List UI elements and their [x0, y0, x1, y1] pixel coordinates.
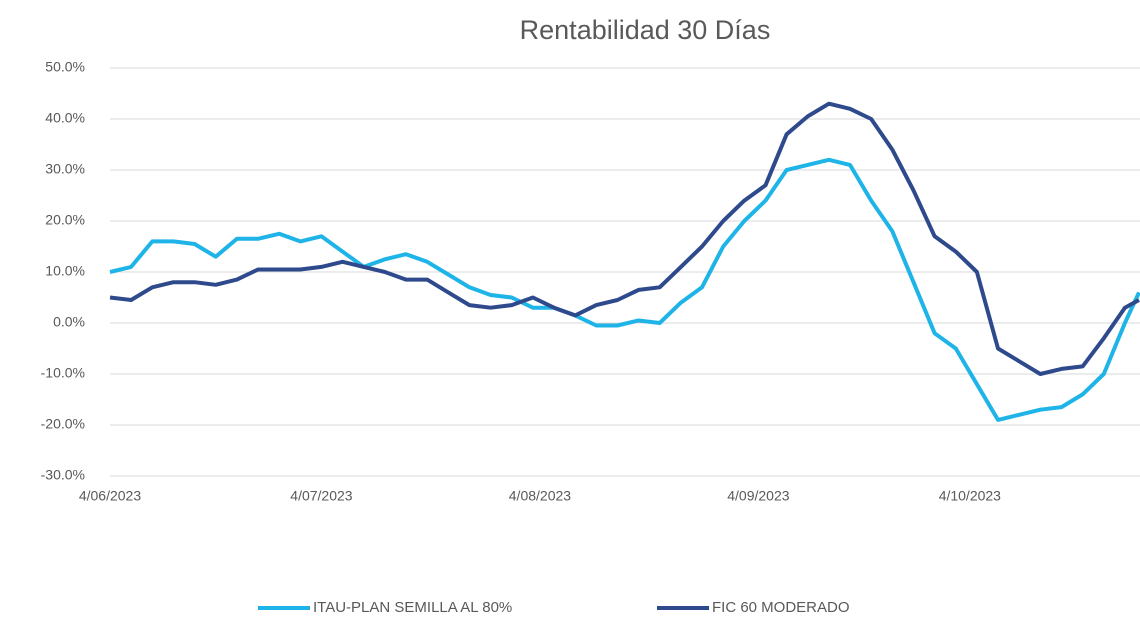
y-tick-label: -10.0% [41, 365, 85, 381]
y-tick-label: -20.0% [41, 416, 85, 432]
x-tick-label: 4/06/2023 [79, 488, 141, 504]
y-tick-label: 50.0% [45, 59, 85, 75]
y-tick-label: 40.0% [45, 110, 85, 126]
series-line [109, 157, 1140, 422]
y-tick-label: 30.0% [45, 161, 85, 177]
chart-title: Rentabilidad 30 Días [520, 15, 771, 45]
legend-text: FIC 60 MODERADO [712, 599, 850, 616]
y-tick-label: 10.0% [45, 263, 85, 279]
series-line [109, 101, 1140, 376]
x-tick-label: 4/10/2023 [939, 488, 1001, 504]
y-tick-label: 0.0% [53, 314, 85, 330]
x-tick-label: 4/07/2023 [290, 488, 352, 504]
y-tick-label: 20.0% [45, 212, 85, 228]
legend-text: ITAU-PLAN SEMILLA AL 80% [313, 599, 512, 616]
x-tick-label: 4/09/2023 [727, 488, 789, 504]
y-tick-label: -30.0% [41, 467, 85, 483]
x-tick-label: 4/08/2023 [509, 488, 571, 504]
